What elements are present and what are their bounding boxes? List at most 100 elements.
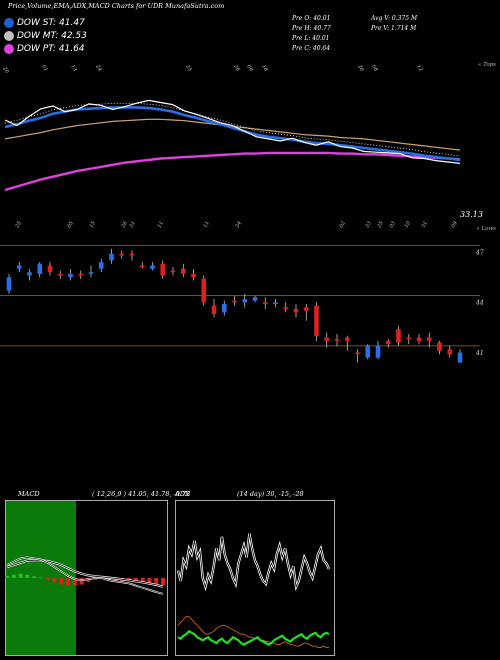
svg-text:09: 09 — [245, 64, 254, 73]
svg-text:12: 12 — [415, 64, 423, 73]
macd-histogram-bar — [147, 578, 152, 585]
candle-grid: 47 44 41 — [0, 244, 484, 357]
svg-text:09: 09 — [451, 220, 460, 229]
stat-prev-low: Pre L: 40.01 — [292, 35, 330, 42]
macd-histogram-bar — [38, 577, 43, 579]
macd-histogram-bar — [45, 578, 50, 580]
legend-label-st: DOW ST: 41.47 — [17, 17, 85, 28]
candle-body — [129, 253, 135, 256]
macd-histogram-bar — [25, 574, 30, 578]
macd-histogram-bar — [52, 578, 57, 583]
candle-body — [68, 273, 73, 278]
adx-params: (14 day) 30, -15, -28 — [237, 490, 304, 498]
svg-text:25: 25 — [184, 63, 193, 72]
candle-body — [170, 270, 176, 273]
candle-body — [416, 337, 422, 341]
price-line — [4, 99, 461, 164]
svg-text:08: 08 — [370, 64, 378, 73]
lows-label: « Lows — [476, 226, 496, 232]
candle-body — [385, 340, 391, 345]
chart-title: Price,Volume,EMA,ADX,MACD Charts for UDR… — [8, 2, 225, 10]
stat-prev-close: Pre C: 40.64 — [292, 45, 331, 52]
candle-body — [375, 345, 381, 358]
svg-text:11: 11 — [157, 220, 165, 229]
date-ticks-top: 20 01 13 24 25 26 09 18 28 08 12 — [1, 63, 424, 75]
candle-body — [396, 329, 401, 343]
candle-body — [314, 305, 319, 336]
candle-body — [252, 297, 258, 301]
candle-body — [27, 272, 32, 276]
candle-body — [119, 253, 125, 256]
adx-plot — [176, 533, 331, 648]
candle-body — [283, 307, 289, 310]
ema-short-dotted — [4, 103, 461, 157]
candle-body — [344, 337, 350, 341]
candle-chart: 47 44 41 — [0, 244, 484, 363]
macd-histogram-bar — [5, 575, 9, 578]
svg-text:15: 15 — [89, 220, 97, 229]
candle-y-tick: 44 — [475, 300, 484, 307]
adx-title: ADX — [175, 490, 190, 498]
svg-text:26: 26 — [232, 63, 241, 73]
legend-label-pt: DOW PT: 41.64 — [17, 43, 85, 54]
macd-title: MACD — [18, 490, 40, 498]
candle-body — [355, 352, 360, 355]
ema-long-line — [4, 151, 461, 192]
adx-chart — [175, 500, 335, 656]
stat-prev-volume: Pre V: 1.714 M — [371, 25, 417, 32]
legend-dow-mt: DOW MT: 42.53 — [4, 29, 87, 42]
svg-text:20: 20 — [1, 65, 10, 75]
adx-plus-di-line — [177, 629, 330, 646]
svg-text:02: 02 — [339, 220, 347, 229]
last-price-label: 33.13 — [460, 210, 483, 219]
candle-body — [447, 349, 453, 355]
candle-body — [6, 277, 12, 291]
legend-swatch-pt — [4, 43, 14, 54]
legend-dow-pt: DOW PT: 41.64 — [4, 42, 85, 55]
price-ema-chart: 20 01 13 24 25 26 09 18 28 08 12 « Tops … — [1, 62, 496, 232]
svg-text:31: 31 — [421, 220, 429, 229]
macd-histogram-bar — [72, 578, 77, 586]
macd-histogram-bar — [154, 578, 159, 586]
macd-histogram-bar — [11, 574, 16, 578]
candle-body — [293, 309, 299, 313]
stat-prev-high: Pre H: 40.77 — [292, 25, 331, 32]
candle-y-tick: 47 — [475, 249, 484, 256]
adx-frame — [175, 500, 335, 656]
candle-body — [334, 339, 340, 341]
svg-text:05: 05 — [67, 220, 75, 229]
candle-body — [98, 262, 104, 269]
ema-short-line — [4, 106, 461, 162]
macd-signal-line — [6, 559, 164, 588]
candle-body — [88, 272, 94, 274]
candle-body — [426, 337, 432, 341]
candle-body — [211, 305, 217, 315]
svg-text:23: 23 — [364, 220, 373, 229]
macd-line — [6, 557, 164, 595]
stat-avg-volume: Avg V: 0.375 M — [371, 15, 418, 22]
date-ticks-bottom: 25 05 15 26 31 11 11 24 02 23 25 03 10 3… — [14, 220, 459, 230]
tops-label: « Tops — [478, 62, 496, 68]
macd-histogram-bar — [66, 578, 71, 586]
candle-body — [437, 342, 442, 351]
macd-plot — [5, 556, 165, 595]
legend-swatch-mt — [4, 30, 14, 41]
svg-text:13: 13 — [69, 64, 77, 73]
candle-body — [303, 307, 309, 311]
svg-text:25: 25 — [376, 220, 385, 229]
candle-body — [16, 265, 22, 269]
svg-text:31: 31 — [129, 220, 137, 229]
macd-params: ( 12,26,9 ) 41.05, 41.78, -0.73 — [92, 490, 191, 498]
candle-body — [406, 337, 412, 340]
candle-body — [232, 300, 237, 303]
svg-text:03: 03 — [389, 220, 397, 229]
candle-y-tick: 41 — [475, 350, 484, 357]
candle-body — [191, 273, 196, 278]
macd-histogram-bar — [18, 573, 23, 578]
candle-body — [47, 265, 53, 273]
macd-histogram-bar — [133, 578, 138, 583]
candle-body — [78, 273, 84, 276]
candle-body — [262, 302, 268, 304]
svg-text:10: 10 — [404, 220, 413, 229]
candle-body — [201, 278, 207, 303]
